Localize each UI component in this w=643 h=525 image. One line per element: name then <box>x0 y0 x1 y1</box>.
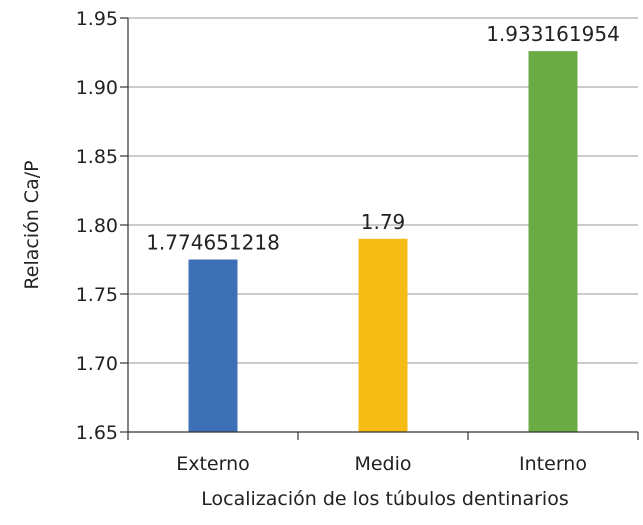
data-labels: 1.774651218 1.79 1.933161954 <box>146 22 620 254</box>
bar <box>358 238 408 432</box>
y-tick-label: 1.65 <box>76 422 118 444</box>
data-label: 1.774651218 <box>146 231 280 255</box>
y-tick-label: 1.95 <box>76 8 118 30</box>
y-tick-label: 1.90 <box>76 77 118 99</box>
axes: 1.65 1.70 1.75 1.80 1.85 1.90 1.95 Externo Medio… <box>76 8 639 475</box>
bar <box>188 259 238 432</box>
x-tick-label: Medio <box>354 453 411 475</box>
y-tick-label: 1.75 <box>76 284 118 306</box>
y-tick-label: 1.80 <box>76 215 118 237</box>
y-tick-label: 1.70 <box>76 353 118 375</box>
x-axis-title: Localización de los túbulos dentinarios <box>201 488 568 510</box>
x-tick-label: Externo <box>176 453 250 475</box>
bars <box>188 51 578 433</box>
data-label: 1.933161954 <box>486 22 620 46</box>
data-label: 1.79 <box>361 210 406 234</box>
y-tick-label: 1.85 <box>76 146 118 168</box>
bar <box>528 51 578 433</box>
y-axis-title: Relación Ca/P <box>21 160 43 289</box>
x-tick-label: Interno <box>519 453 587 475</box>
